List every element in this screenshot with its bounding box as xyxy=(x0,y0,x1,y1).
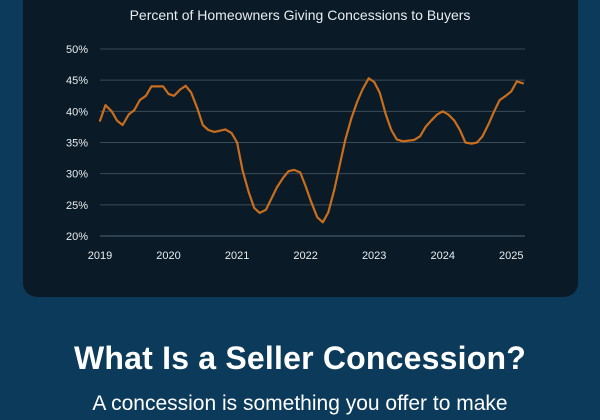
x-tick-label: 2020 xyxy=(156,250,180,262)
y-tick-label: 20% xyxy=(66,231,88,243)
y-tick-label: 25% xyxy=(66,200,88,212)
line-chart: Percent of Homeowners Giving Concessions… xyxy=(66,7,525,262)
chart-title: Percent of Homeowners Giving Concessions… xyxy=(130,7,471,23)
y-tick-label: 50% xyxy=(66,44,88,56)
headline: What Is a Seller Concession? xyxy=(74,340,526,376)
y-tick-label: 40% xyxy=(66,106,88,118)
x-tick-label: 2019 xyxy=(88,250,112,262)
y-tick-label: 35% xyxy=(66,138,88,150)
y-tick-label: 45% xyxy=(66,75,88,87)
chart-panel: Percent of Homeowners Giving Concessions… xyxy=(23,0,578,297)
y-tick-label: 30% xyxy=(66,169,88,181)
x-tick-label: 2023 xyxy=(362,250,386,262)
x-tick-label: 2025 xyxy=(499,250,523,262)
x-tick-label: 2021 xyxy=(225,250,249,262)
subtext: A concession is something you offer to m… xyxy=(92,392,508,415)
series-line xyxy=(98,77,524,224)
x-tick-label: 2024 xyxy=(430,250,454,262)
x-tick-label: 2022 xyxy=(293,250,317,262)
